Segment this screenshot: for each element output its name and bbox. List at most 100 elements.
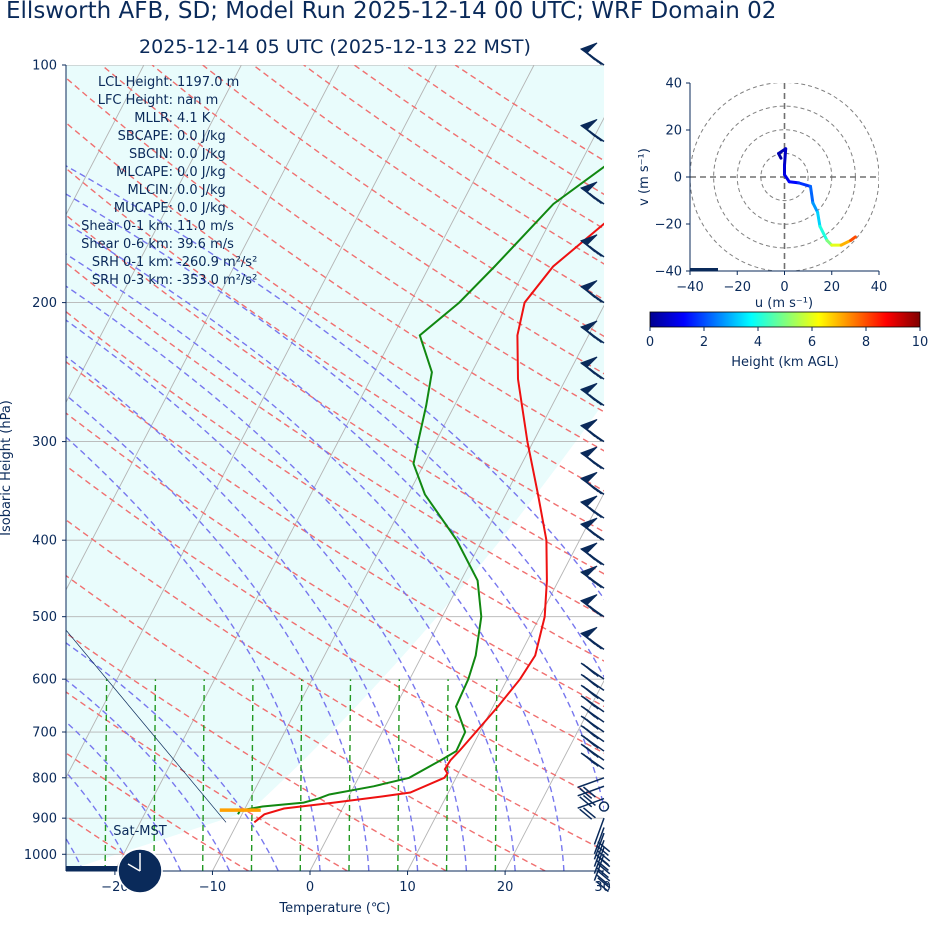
wind-barb bbox=[580, 752, 605, 770]
barb-feather bbox=[589, 577, 603, 589]
hodograph-segment bbox=[783, 147, 788, 167]
skewt-plot-area bbox=[66, 65, 604, 871]
y-tick-label: 200 bbox=[32, 296, 57, 311]
index-label: SRH 0-3 km: bbox=[92, 273, 173, 288]
hodograph-area bbox=[690, 83, 879, 271]
barb-staff bbox=[577, 777, 605, 789]
wind-barb bbox=[577, 777, 605, 799]
barb-feather bbox=[589, 553, 603, 566]
dry-adiabat bbox=[66, 77, 604, 452]
dry-adiabat bbox=[66, 752, 249, 871]
wind-barb bbox=[579, 280, 605, 304]
index-value: -260.9 m²/s² bbox=[177, 255, 257, 270]
hodograph-segment bbox=[818, 224, 829, 242]
barb-feather bbox=[585, 746, 599, 759]
index-label: LFC Height: bbox=[98, 93, 173, 108]
dry-adiabat bbox=[101, 65, 604, 413]
index-line: MUCAPE: 0.0 J/kg bbox=[114, 201, 226, 216]
index-label: MLCAPE: bbox=[116, 165, 173, 180]
mixing-ratio-line bbox=[494, 679, 498, 871]
isotherm-line bbox=[309, 304, 604, 871]
barb-feather bbox=[589, 638, 603, 650]
barb-feather bbox=[582, 786, 596, 798]
barb-feather bbox=[589, 331, 603, 344]
moist-adiabat bbox=[66, 678, 231, 871]
isotherm-line bbox=[407, 492, 604, 871]
barb-feather bbox=[585, 698, 599, 710]
index-line: SBCIN: 0.0 J/kg bbox=[129, 147, 226, 162]
wind-barb bbox=[579, 542, 605, 566]
barb-feather bbox=[582, 807, 596, 819]
colorbar-label: Height (km AGL) bbox=[731, 355, 839, 370]
barb-feather bbox=[595, 854, 609, 866]
wind-barb bbox=[579, 382, 605, 407]
barb-feather bbox=[585, 718, 599, 730]
index-value: 39.6 m/s bbox=[177, 237, 234, 252]
wind-barb bbox=[580, 695, 605, 713]
barb-feather bbox=[585, 728, 599, 740]
barb-feather bbox=[579, 808, 593, 820]
wind-barb bbox=[598, 801, 610, 812]
barb-feather bbox=[589, 368, 603, 380]
barb-feather bbox=[597, 863, 611, 875]
wind-barb bbox=[579, 565, 605, 589]
index-line: MLCAPE: 0.0 J/kg bbox=[116, 165, 226, 180]
hodograph-segment bbox=[839, 238, 853, 247]
barb-feather bbox=[589, 245, 603, 257]
wind-barb bbox=[580, 684, 605, 702]
index-line: SBCAPE: 0.0 J/kg bbox=[118, 129, 226, 144]
index-value: nan m bbox=[177, 93, 218, 108]
barb-feather bbox=[585, 687, 599, 700]
index-label: SRH 0-1 km: bbox=[92, 255, 173, 270]
height-colorbar: 0 2 4 6 8 10 bbox=[646, 311, 928, 350]
clock-icon bbox=[66, 848, 163, 894]
hodograph-y-tick-label: −20 bbox=[655, 218, 682, 233]
index-value: 0.0 J/kg bbox=[177, 129, 226, 144]
y-tick-label: 1000 bbox=[24, 848, 57, 863]
wind-barb bbox=[593, 817, 611, 857]
mixing-ratio-line bbox=[250, 679, 254, 871]
wind-barb bbox=[580, 724, 605, 743]
hodograph-storm-marker bbox=[690, 268, 718, 271]
barb-feather bbox=[589, 529, 603, 541]
barb-feather bbox=[589, 192, 603, 205]
hodograph-x-tick-label: 20 bbox=[823, 280, 840, 295]
hodograph-y-tick-label: 40 bbox=[665, 77, 682, 92]
y-tick-label: 300 bbox=[32, 435, 57, 450]
x-tick-label: −10 bbox=[199, 880, 226, 895]
wind-barb bbox=[580, 743, 605, 761]
wind-barb bbox=[579, 118, 605, 143]
wind-barb bbox=[593, 827, 611, 866]
index-label: Shear 0-1 km: bbox=[81, 219, 173, 234]
barb-staff bbox=[593, 847, 605, 874]
y-tick-label: 100 bbox=[32, 59, 57, 74]
barb-feather bbox=[589, 457, 603, 470]
y-tick-label: 900 bbox=[32, 812, 57, 827]
barb-staff bbox=[593, 854, 605, 881]
y-tick-label: 800 bbox=[32, 771, 57, 786]
sounding-indices: LCL Height: 1197.0 m LFC Height: nan m MLLR:… bbox=[81, 75, 257, 288]
moist-adiabat bbox=[66, 770, 133, 871]
isotherm-line bbox=[66, 65, 242, 404]
index-line: Shear 0-6 km: 39.6 m/s bbox=[81, 237, 234, 252]
parcel-area bbox=[66, 65, 604, 871]
chart-subtitle: 2025-12-14 05 UTC (2025-12-13 22 MST) bbox=[139, 36, 531, 58]
isotherm-line bbox=[114, 65, 535, 871]
colorbar-gradient bbox=[649, 311, 921, 328]
barb-feather bbox=[595, 874, 609, 886]
hodograph-segment bbox=[797, 181, 812, 188]
hodograph-segment bbox=[811, 201, 820, 214]
index-label: Shear 0-6 km: bbox=[81, 237, 173, 252]
barb-feather bbox=[585, 677, 599, 689]
barb-feather bbox=[585, 708, 599, 720]
y-tick-label: 500 bbox=[32, 610, 57, 625]
barb-feather bbox=[585, 665, 599, 677]
x-axis-label: Temperature (℃) bbox=[278, 901, 390, 916]
colorbar-tick-label: 4 bbox=[754, 335, 762, 350]
index-line: MLLR: 4.1 K bbox=[134, 111, 211, 126]
parcel-reference-line bbox=[66, 629, 227, 823]
index-label: LCL Height: bbox=[98, 75, 173, 90]
hodograph-x-tick-label: −20 bbox=[724, 280, 751, 295]
